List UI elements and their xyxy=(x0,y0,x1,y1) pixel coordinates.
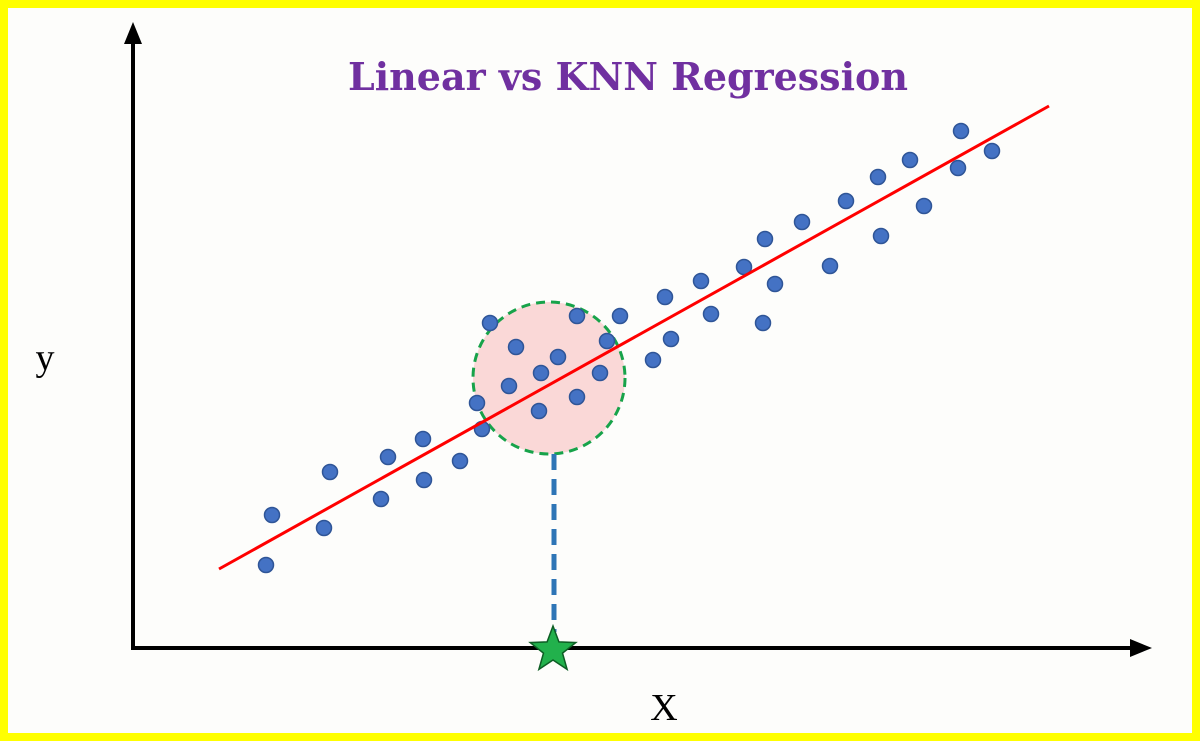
diagram-title: Linear vs KNN Regression xyxy=(348,54,908,99)
data-point xyxy=(766,275,784,293)
data-point xyxy=(598,332,616,350)
data-point xyxy=(949,159,967,177)
y-axis-arrowhead xyxy=(124,22,142,44)
data-point xyxy=(549,348,567,366)
data-point xyxy=(952,122,970,140)
data-point xyxy=(414,430,432,448)
data-point xyxy=(692,272,710,290)
data-point xyxy=(263,506,281,524)
data-point xyxy=(611,307,629,325)
data-point xyxy=(257,556,275,574)
data-point xyxy=(379,448,397,466)
linear-regression-line xyxy=(218,104,1050,571)
data-point xyxy=(869,168,887,186)
data-point xyxy=(837,192,855,210)
data-points xyxy=(257,122,1001,574)
y-axis-label: y xyxy=(36,337,55,379)
data-point xyxy=(756,230,774,248)
data-point xyxy=(481,314,499,332)
data-point xyxy=(901,151,919,169)
data-point xyxy=(315,519,333,537)
data-point xyxy=(468,394,486,412)
star-icon xyxy=(528,623,578,672)
data-point xyxy=(821,257,839,275)
data-point xyxy=(644,351,662,369)
data-point xyxy=(656,288,674,306)
data-point xyxy=(983,142,1001,160)
data-point xyxy=(415,471,433,489)
data-point xyxy=(507,338,525,356)
data-point xyxy=(662,330,680,348)
data-point xyxy=(754,314,772,332)
data-point xyxy=(568,388,586,406)
data-point xyxy=(702,305,720,323)
data-point xyxy=(372,490,390,508)
data-point xyxy=(915,197,933,215)
data-point xyxy=(321,463,339,481)
data-point xyxy=(532,364,550,382)
data-point xyxy=(591,364,609,382)
data-point xyxy=(568,307,586,325)
data-point xyxy=(500,377,518,395)
data-point xyxy=(793,213,811,231)
knn-neighborhood-circle xyxy=(471,300,627,456)
x-axis-label: X xyxy=(650,687,677,729)
data-point xyxy=(451,452,469,470)
data-point xyxy=(872,227,890,245)
x-axis-arrowhead xyxy=(1130,639,1152,657)
data-point xyxy=(530,402,548,420)
